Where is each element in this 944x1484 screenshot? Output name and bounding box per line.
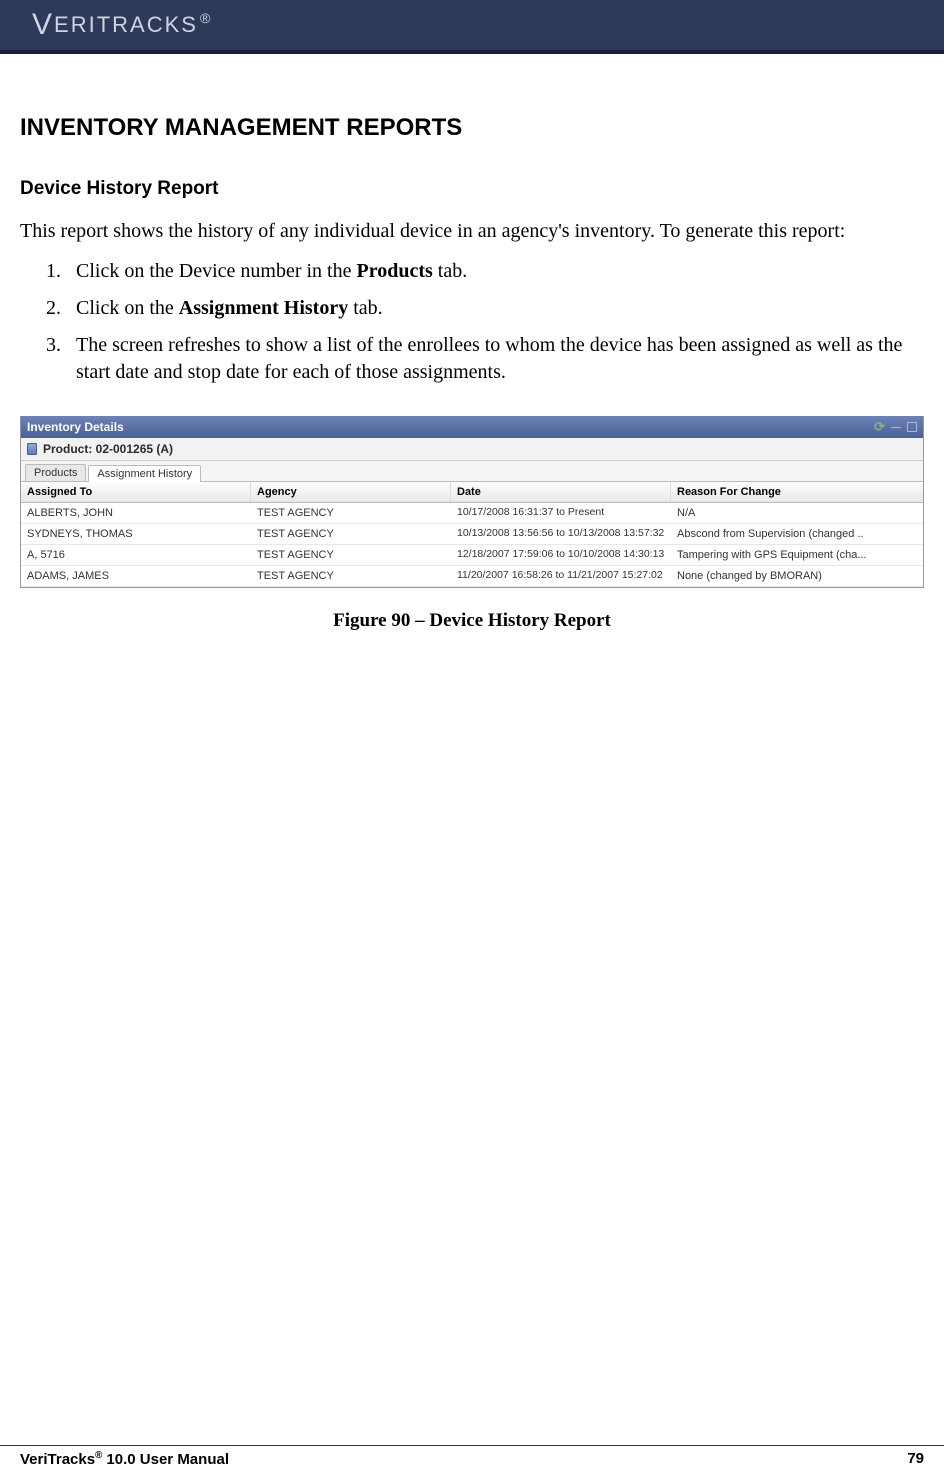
footer-left: VeriTracks® 10.0 User Manual: [20, 1450, 229, 1468]
panel-title-icons: ⟳ —: [874, 419, 917, 435]
intro-text: This report shows the history of any ind…: [20, 218, 924, 244]
col-header-assigned-to[interactable]: Assigned To: [21, 482, 251, 502]
cell-reason: Abscond from Supervision (changed ..: [671, 524, 923, 544]
step-3-prefix: The screen refreshes to show a list of t…: [76, 334, 902, 383]
minimize-icon[interactable]: —: [891, 422, 901, 433]
product-row: Product: 02-001265 (A): [21, 438, 923, 461]
cell-assigned-to: A, 5716: [21, 545, 251, 565]
panel-titlebar: Inventory Details ⟳ —: [21, 416, 923, 438]
cell-date: 11/20/2007 16:58:26 to 11/21/2007 15:27:…: [451, 566, 671, 586]
step-1-bold: Products: [356, 260, 432, 282]
col-header-reason[interactable]: Reason For Change: [671, 482, 923, 502]
step-1-suffix: tab.: [433, 260, 467, 282]
brand-header: V ERITRACKS ®: [0, 0, 944, 54]
tab-assignment-history[interactable]: Assignment History: [88, 465, 201, 482]
cell-date: 10/17/2008 16:31:37 to Present: [451, 503, 671, 523]
col-header-agency[interactable]: Agency: [251, 482, 451, 502]
cell-assigned-to: ALBERTS, JOHN: [21, 503, 251, 523]
step-3: The screen refreshes to show a list of t…: [66, 332, 924, 386]
refresh-icon[interactable]: ⟳: [874, 419, 885, 435]
steps-list: Click on the Device number in the Produc…: [20, 258, 924, 386]
logo-rest: ERITRACKS: [54, 12, 198, 38]
step-2: Click on the Assignment History tab.: [66, 295, 924, 322]
product-label: Product: 02-001265 (A): [43, 442, 173, 456]
figure-caption: Figure 90 – Device History Report: [20, 610, 924, 632]
device-icon: [27, 443, 37, 455]
page: V ERITRACKS ® INVENTORY MANAGEMENT REPOR…: [0, 0, 944, 1484]
step-2-prefix: Click on the: [76, 297, 179, 319]
cell-agency: TEST AGENCY: [251, 524, 451, 544]
content-area: INVENTORY MANAGEMENT REPORTS Device Hist…: [0, 54, 944, 632]
tab-products[interactable]: Products: [25, 464, 86, 481]
table-row[interactable]: SYDNEYS, THOMAS TEST AGENCY 10/13/2008 1…: [21, 524, 923, 545]
table-row[interactable]: A, 5716 TEST AGENCY 12/18/2007 17:59:06 …: [21, 545, 923, 566]
tab-strip: Products Assignment History: [21, 461, 923, 482]
page-footer: VeriTracks® 10.0 User Manual 79: [0, 1445, 944, 1468]
subsection-title: Device History Report: [20, 178, 924, 200]
step-1-prefix: Click on the Device number in the: [76, 260, 356, 282]
cell-agency: TEST AGENCY: [251, 545, 451, 565]
cell-agency: TEST AGENCY: [251, 503, 451, 523]
step-2-suffix: tab.: [348, 297, 382, 319]
footer-manual: 10.0 User Manual: [102, 1451, 229, 1468]
section-title: INVENTORY MANAGEMENT REPORTS: [20, 114, 924, 142]
panel-title-text: Inventory Details: [27, 420, 124, 434]
cell-reason: None (changed by BMORAN): [671, 566, 923, 586]
maximize-icon[interactable]: [907, 422, 917, 432]
table-row[interactable]: ALBERTS, JOHN TEST AGENCY 10/17/2008 16:…: [21, 503, 923, 524]
grid-header: Assigned To Agency Date Reason For Chang…: [21, 482, 923, 503]
veritracks-logo: V ERITRACKS ®: [32, 8, 212, 42]
inventory-details-panel: Inventory Details ⟳ — Product: 02-001265…: [20, 416, 924, 588]
step-2-bold: Assignment History: [179, 297, 348, 319]
table-row[interactable]: ADAMS, JAMES TEST AGENCY 11/20/2007 16:5…: [21, 566, 923, 587]
col-header-date[interactable]: Date: [451, 482, 671, 502]
registered-symbol: ®: [200, 10, 212, 26]
logo-v: V: [32, 8, 54, 42]
step-1: Click on the Device number in the Produc…: [66, 258, 924, 285]
page-number: 79: [907, 1450, 924, 1468]
cell-agency: TEST AGENCY: [251, 566, 451, 586]
footer-inner: VeriTracks® 10.0 User Manual 79: [20, 1446, 924, 1468]
cell-assigned-to: ADAMS, JAMES: [21, 566, 251, 586]
footer-product: VeriTracks: [20, 1451, 95, 1468]
cell-date: 12/18/2007 17:59:06 to 10/10/2008 14:30:…: [451, 545, 671, 565]
cell-reason: N/A: [671, 503, 923, 523]
cell-reason: Tampering with GPS Equipment (cha...: [671, 545, 923, 565]
cell-assigned-to: SYDNEYS, THOMAS: [21, 524, 251, 544]
cell-date: 10/13/2008 13:56:56 to 10/13/2008 13:57:…: [451, 524, 671, 544]
